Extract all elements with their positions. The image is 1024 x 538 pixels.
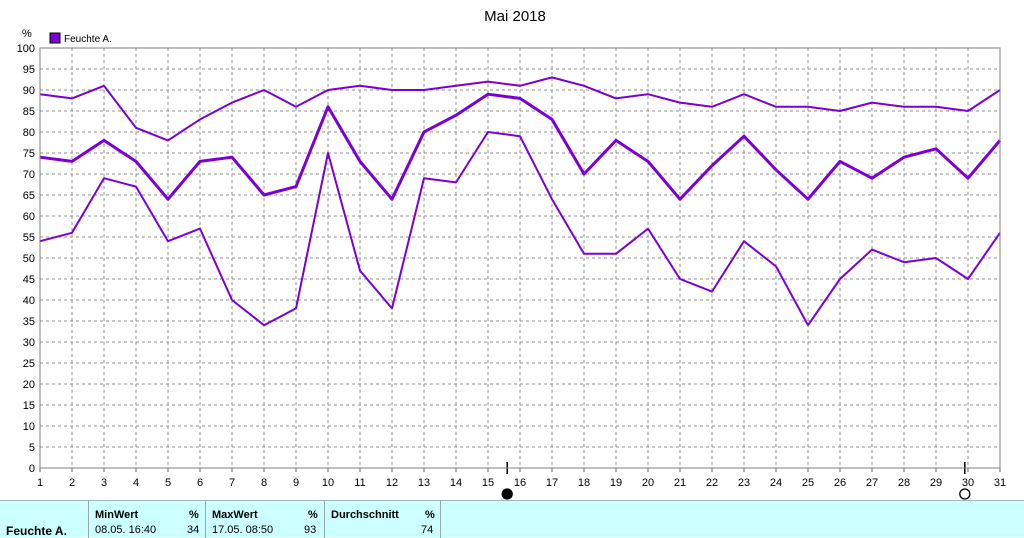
x-tick-label: 13	[418, 477, 430, 489]
avg-header: Durchschnitt	[331, 509, 399, 521]
y-tick-label: 15	[23, 400, 35, 412]
y-tick-label: 55	[23, 232, 35, 244]
y-tick-label: 45	[23, 274, 35, 286]
y-tick-label: 60	[23, 211, 35, 223]
x-tick-label: 9	[293, 477, 299, 489]
y-tick-label: 50	[23, 253, 35, 265]
max-unit: %	[308, 509, 318, 521]
x-tick-label: 7	[229, 477, 235, 489]
max-cell: MaxWert % 17.05. 08:50 93	[205, 501, 324, 538]
x-tick-label: 29	[930, 477, 942, 489]
min-time: 08.05. 16:40	[95, 524, 157, 536]
avg-cell: Durchschnitt % 74	[324, 501, 441, 538]
plot-frame	[39, 47, 1001, 469]
y-tick-label: 25	[23, 358, 35, 370]
x-tick-label: 28	[898, 477, 910, 489]
x-tick-label: 27	[866, 477, 878, 489]
avg-value: 74	[421, 524, 434, 536]
y-tick-label: 100	[17, 43, 35, 55]
stats-panel: Feuchte A. MinWert % 08.05. 16:40 34 Max…	[0, 500, 1024, 538]
x-tick-label: 21	[674, 477, 686, 489]
humidity-chart: Mai 2018 % Feuchte A. 051015202530354045…	[17, 8, 1006, 500]
stats-row-label: Feuchte A.	[6, 524, 67, 538]
x-tick-label: 18	[578, 477, 590, 489]
x-tick-label: 17	[546, 477, 558, 489]
full-moon-icon	[501, 488, 513, 500]
y-tick-label: 75	[23, 148, 35, 160]
min-value: 34	[187, 524, 200, 536]
x-tick-label: 5	[165, 477, 171, 489]
x-tick-label: 4	[133, 477, 139, 489]
x-tick-labels: 1 2 3 4 5 6 7 8 9 10 11 12 13 14 15 16 17 18 19 20 21 22 23 24 2…	[37, 468, 1006, 489]
y-tick-label: 95	[23, 64, 35, 76]
y-tick-label: 90	[23, 85, 35, 97]
x-tick-label: 31	[994, 477, 1006, 489]
min-cell: MinWert % 08.05. 16:40 34	[88, 501, 205, 538]
x-tick-label: 25	[802, 477, 814, 489]
min-header: MinWert	[95, 509, 139, 521]
x-tick-label: 19	[610, 477, 622, 489]
x-tick-label: 6	[197, 477, 203, 489]
x-tick-label: 16	[514, 477, 526, 489]
x-tick-label: 8	[261, 477, 267, 489]
y-axis-unit: %	[22, 28, 32, 40]
y-tick-label: 40	[23, 295, 35, 307]
x-tick-label: 1	[37, 477, 43, 489]
avg-unit: %	[425, 509, 435, 521]
y-tick-label: 70	[23, 169, 35, 181]
y-tick-label: 35	[23, 316, 35, 328]
y-tick-label: 30	[23, 337, 35, 349]
max-time: 17.05. 08:50	[212, 524, 274, 536]
chart-title: Mai 2018	[484, 8, 546, 25]
x-tick-label: 12	[386, 477, 398, 489]
moon-phase-markers	[501, 462, 971, 500]
legend-label: Feuchte A.	[64, 34, 112, 45]
x-tick-label: 23	[738, 477, 750, 489]
min-unit: %	[189, 509, 199, 521]
series-line-avg	[39, 92, 1002, 201]
x-tick-label: 11	[354, 477, 365, 489]
legend-swatch	[49, 32, 61, 44]
y-tick-label: 5	[29, 442, 35, 454]
x-tick-label: 10	[322, 477, 334, 489]
x-tick-label: 15	[482, 477, 494, 489]
x-tick-label: 20	[642, 477, 654, 489]
series-lines	[39, 76, 1002, 327]
max-value: 93	[304, 524, 317, 536]
x-tick-label: 2	[69, 477, 75, 489]
x-tick-label: 30	[962, 477, 974, 489]
x-tick-label: 3	[101, 477, 107, 489]
series-line-max	[39, 76, 1001, 142]
y-tick-label: 20	[23, 379, 35, 391]
y-tick-label: 80	[23, 127, 35, 139]
y-tick-label: 85	[23, 106, 35, 118]
max-header: MaxWert	[212, 509, 258, 521]
new-moon-icon	[959, 488, 971, 500]
grid	[40, 48, 1000, 468]
x-tick-label: 26	[834, 477, 846, 489]
x-tick-label: 14	[450, 477, 462, 489]
y-tick-labels: 0 5 10 15 20 25 30 35 40 45 50 55 60 65 70 75 80 85 90 95 10…	[17, 43, 35, 475]
y-tick-label: 10	[23, 421, 35, 433]
x-tick-label: 22	[706, 477, 718, 489]
y-tick-label: 65	[23, 190, 35, 202]
x-tick-label: 24	[770, 477, 782, 489]
series-line-min	[39, 131, 1001, 327]
y-tick-label: 0	[29, 463, 35, 475]
